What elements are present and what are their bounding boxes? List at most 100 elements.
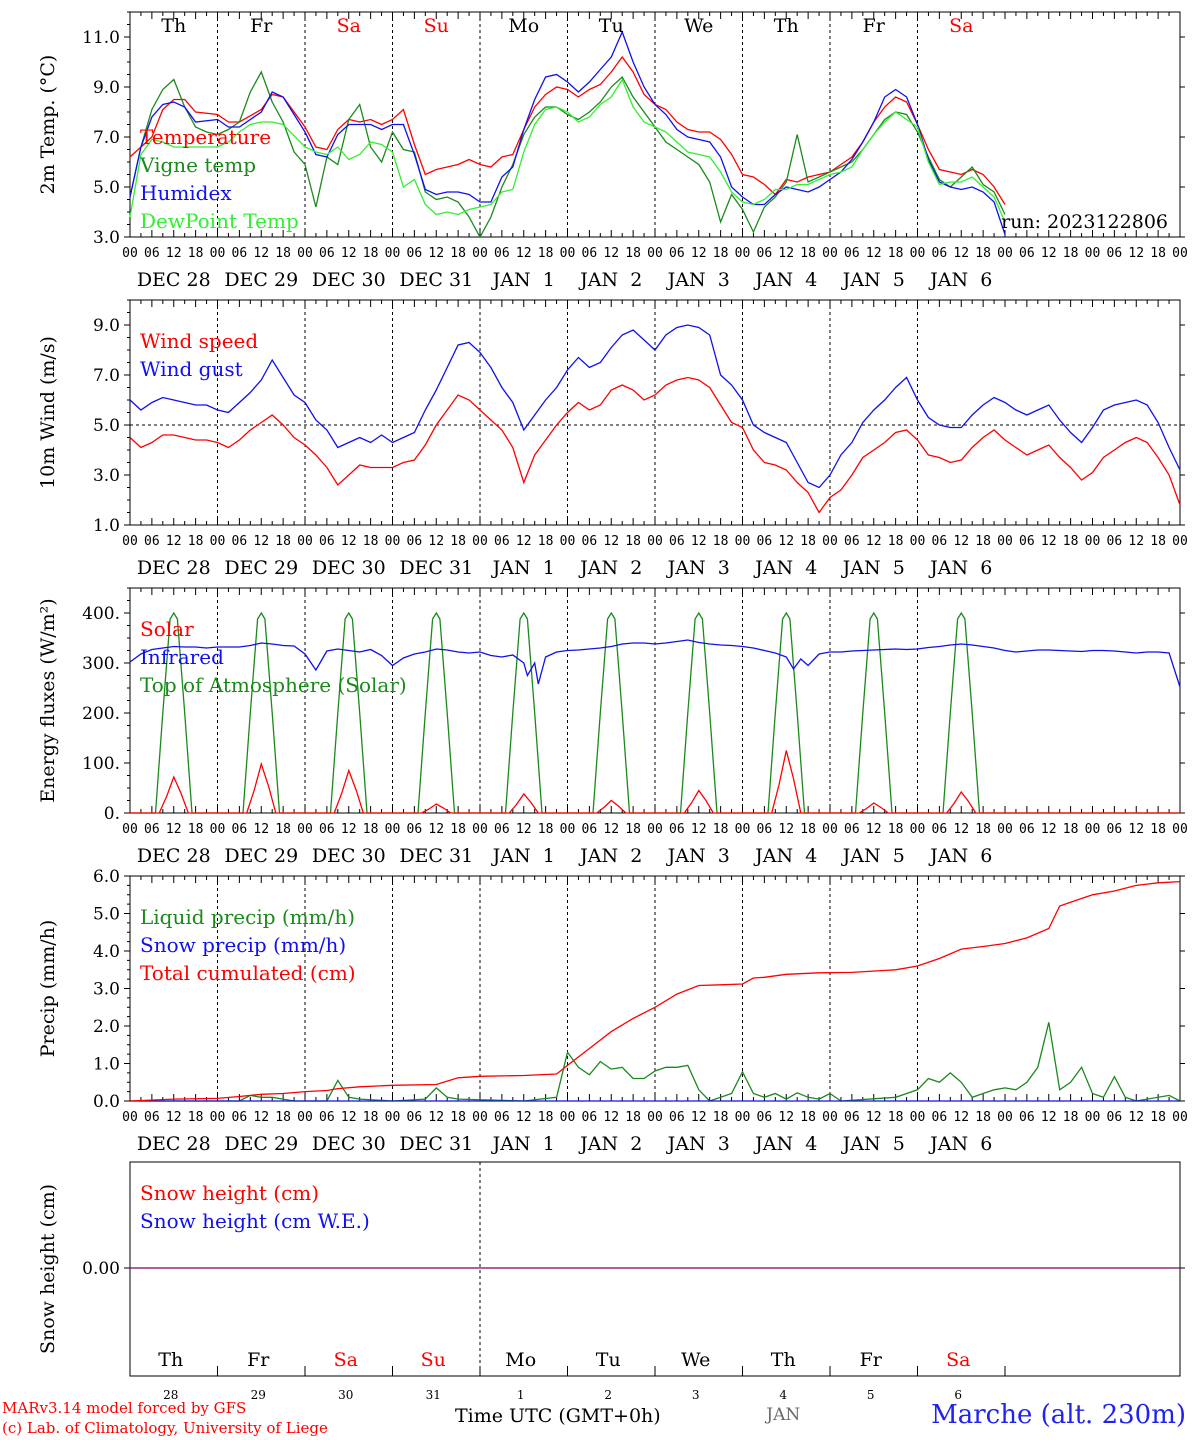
hour-tick-label: 06 bbox=[669, 1110, 685, 1125]
y-tick-label: 3.0 bbox=[93, 228, 120, 248]
hour-tick-label: 18 bbox=[275, 1110, 291, 1125]
hour-tick-label: 00 bbox=[297, 1110, 313, 1125]
hour-tick-label: 18 bbox=[1150, 246, 1166, 261]
hour-tick-label: 00 bbox=[385, 1110, 401, 1125]
hour-tick-label: 12 bbox=[516, 534, 532, 549]
hour-tick-label: 12 bbox=[603, 1110, 619, 1125]
hour-tick-label: 18 bbox=[1150, 534, 1166, 549]
hour-tick-label: 18 bbox=[1063, 1110, 1079, 1125]
day-number-label: 6 bbox=[954, 1388, 962, 1402]
hour-tick-label: 18 bbox=[800, 822, 816, 837]
hour-tick-label: 06 bbox=[844, 1110, 860, 1125]
hour-tick-label: 18 bbox=[1063, 822, 1079, 837]
y-tick-label: 200. bbox=[82, 704, 120, 724]
hour-tick-label: 18 bbox=[1150, 1110, 1166, 1125]
date-label: JAN 3 bbox=[666, 269, 730, 291]
hour-tick-label: 06 bbox=[669, 822, 685, 837]
date-label: DEC 29 bbox=[224, 1133, 298, 1155]
day-number-label: 5 bbox=[867, 1388, 875, 1402]
y-tick-label: 3.0 bbox=[93, 980, 120, 1000]
hour-tick-label: 12 bbox=[953, 246, 969, 261]
hour-tick-label: 00 bbox=[210, 822, 226, 837]
y-tick-label: 11.0 bbox=[82, 28, 120, 48]
hour-tick-label: 06 bbox=[669, 534, 685, 549]
y-axis-label-0: 2m Temp. (°C) bbox=[37, 55, 59, 195]
hour-tick-label: 06 bbox=[932, 1110, 948, 1125]
y-tick-label: 9.0 bbox=[93, 316, 120, 336]
weekday-label: Sa bbox=[337, 15, 361, 37]
hour-tick-label: 06 bbox=[757, 246, 773, 261]
legend-liquid-precip-mm-h-: Liquid precip (mm/h) bbox=[140, 905, 355, 929]
weekday-label: Th bbox=[158, 1349, 183, 1371]
hour-tick-label: 06 bbox=[144, 246, 160, 261]
hour-tick-label: 00 bbox=[910, 822, 926, 837]
hour-tick-label: 06 bbox=[582, 534, 598, 549]
hour-tick-label: 18 bbox=[800, 246, 816, 261]
hour-tick-label: 12 bbox=[166, 1110, 182, 1125]
date-label: JAN 4 bbox=[753, 557, 817, 579]
hour-tick-label: 12 bbox=[1041, 534, 1057, 549]
hour-tick-label: 18 bbox=[450, 534, 466, 549]
hour-tick-label: 06 bbox=[494, 822, 510, 837]
hour-tick-label: 00 bbox=[560, 1110, 576, 1125]
hour-tick-label: 00 bbox=[210, 246, 226, 261]
hour-tick-label: 06 bbox=[494, 246, 510, 261]
hour-tick-label: 00 bbox=[1172, 1110, 1188, 1125]
weekday-label: Sa bbox=[334, 1349, 358, 1371]
date-label: JAN 3 bbox=[666, 845, 730, 867]
date-label: JAN 1 bbox=[491, 269, 555, 291]
hour-tick-label: 12 bbox=[691, 246, 707, 261]
date-label: JAN 3 bbox=[666, 557, 730, 579]
hour-tick-label: 00 bbox=[385, 822, 401, 837]
hour-tick-label: 06 bbox=[144, 1110, 160, 1125]
hour-tick-label: 06 bbox=[407, 246, 423, 261]
hour-tick-label: 18 bbox=[800, 534, 816, 549]
weekday-label: We bbox=[684, 15, 713, 37]
hour-tick-label: 06 bbox=[844, 822, 860, 837]
hour-tick-label: 18 bbox=[713, 1110, 729, 1125]
hour-tick-label: 00 bbox=[560, 246, 576, 261]
series-humidex bbox=[129, 30, 1006, 235]
y-tick-label: 6.0 bbox=[93, 867, 120, 887]
legend-snow-precip-mm-h-: Snow precip (mm/h) bbox=[140, 933, 346, 957]
hour-tick-label: 18 bbox=[713, 534, 729, 549]
hour-tick-label: 06 bbox=[494, 1110, 510, 1125]
hour-tick-label: 18 bbox=[1063, 246, 1079, 261]
y-tick-label: 7.0 bbox=[93, 128, 120, 148]
hour-tick-label: 06 bbox=[144, 534, 160, 549]
date-label: DEC 30 bbox=[312, 845, 386, 867]
hour-tick-label: 18 bbox=[275, 534, 291, 549]
hour-tick-label: 06 bbox=[844, 246, 860, 261]
hour-tick-label: 06 bbox=[232, 822, 248, 837]
hour-tick-label: 12 bbox=[253, 1110, 269, 1125]
y-tick-label: 1.0 bbox=[93, 1055, 120, 1075]
date-label: JAN 6 bbox=[928, 557, 992, 579]
y-axis-label-3: Precip (mm/h) bbox=[37, 920, 59, 1058]
hour-tick-label: 18 bbox=[538, 534, 554, 549]
hour-tick-label: 12 bbox=[1041, 1110, 1057, 1125]
legend-temperature: Temperature bbox=[140, 125, 271, 149]
date-label: DEC 29 bbox=[224, 557, 298, 579]
hour-tick-label: 12 bbox=[253, 822, 269, 837]
day-number-label: 29 bbox=[251, 1388, 266, 1402]
hour-tick-label: 06 bbox=[582, 246, 598, 261]
hour-tick-label: 00 bbox=[560, 534, 576, 549]
hour-tick-label: 06 bbox=[144, 822, 160, 837]
hour-tick-label: 00 bbox=[997, 822, 1013, 837]
hour-tick-label: 00 bbox=[1085, 246, 1101, 261]
y-tick-label: 4.0 bbox=[93, 942, 120, 962]
weekday-label: Th bbox=[771, 1349, 796, 1371]
y-tick-label: 7.0 bbox=[93, 366, 120, 386]
hour-tick-label: 18 bbox=[275, 246, 291, 261]
date-label: JAN 6 bbox=[928, 1133, 992, 1155]
day-number-label: 31 bbox=[426, 1388, 441, 1402]
series-infrared bbox=[129, 639, 1181, 688]
hour-tick-label: 06 bbox=[1019, 822, 1035, 837]
hour-tick-label: 06 bbox=[1019, 246, 1035, 261]
hour-tick-label: 06 bbox=[932, 822, 948, 837]
hour-tick-label: 00 bbox=[122, 1110, 138, 1125]
date-label: JAN 4 bbox=[753, 845, 817, 867]
hour-tick-label: 00 bbox=[822, 822, 838, 837]
hour-tick-label: 00 bbox=[647, 534, 663, 549]
date-label: DEC 30 bbox=[312, 269, 386, 291]
